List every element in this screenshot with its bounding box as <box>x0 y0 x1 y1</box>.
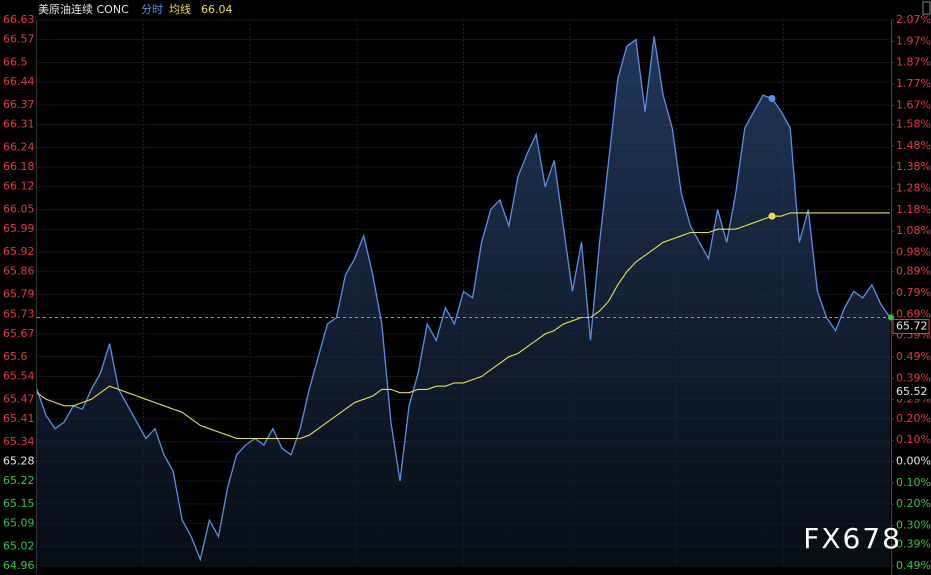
y-tick-label: 66.63 <box>3 13 35 26</box>
price-area <box>37 36 890 567</box>
y-tick-label: 65.67 <box>3 327 35 340</box>
annotation: 65.52 <box>896 385 928 398</box>
price-line <box>36 36 891 562</box>
y-tick-label: 66.37 <box>3 98 35 111</box>
window-icon <box>922 1 931 15</box>
current-price-tag: 65.72 <box>896 320 928 333</box>
y-tick-label: 65.22 <box>3 474 35 487</box>
y2-tick-label: 0.39% <box>896 371 931 384</box>
y-tick-label: 66.44 <box>3 75 35 88</box>
y-tick-label: 65.86 <box>3 265 35 278</box>
y2-tick-label: 0.20% <box>896 497 931 510</box>
y2-tick-label: 1.28% <box>896 181 931 194</box>
y2-tick-label: 0.89% <box>896 265 931 278</box>
y2-tick-label: 0.49% <box>896 559 931 572</box>
mode-label: 分时 <box>141 3 163 16</box>
y2-tick-label: 1.97% <box>896 34 931 47</box>
y-tick-label: 64.96 <box>3 559 35 572</box>
y2-tick-label: 0.10% <box>896 476 931 489</box>
average-marker <box>768 212 776 220</box>
y-tick-label: 65.02 <box>3 539 35 552</box>
y-tick-label: 65.54 <box>3 369 35 382</box>
y-tick-label: 65.41 <box>3 412 35 425</box>
y2-tick-label: 1.77% <box>896 77 931 90</box>
annotation-box <box>893 385 929 399</box>
y2-tick-label: 0.00% <box>896 454 931 467</box>
y2-tick-label: 0.39% <box>896 538 931 551</box>
y-tick-label: 65.73 <box>3 307 35 320</box>
y2-tick-label: 0.69% <box>896 307 931 320</box>
y-tick-label: 65.09 <box>3 516 35 529</box>
y2-tick-label: 0.49% <box>896 350 931 363</box>
y-tick-label: 65.92 <box>3 245 35 258</box>
watermark: FX678 <box>803 522 902 555</box>
y2-tick-label: 2.07% <box>896 13 931 26</box>
y-tick-label: 66.31 <box>3 118 35 131</box>
y-tick-label: 65.99 <box>3 222 35 235</box>
y-tick-label: 65.79 <box>3 288 35 301</box>
price-marker <box>768 94 776 102</box>
y-tick-label: 66.24 <box>3 141 35 154</box>
average-line <box>36 212 890 440</box>
y-tick-label: 65.6 <box>3 350 28 363</box>
y2-tick-label: 1.48% <box>896 139 931 152</box>
y2-tick-label: 1.87% <box>896 56 931 69</box>
y-tick-label: 65.15 <box>3 497 35 510</box>
y-tick-label: 65.34 <box>3 435 35 448</box>
y2-tick-label: 0.30% <box>896 518 931 531</box>
y2-tick-label: 1.58% <box>896 118 931 131</box>
y-tick-label: 66.5 <box>3 56 28 69</box>
y-tick-label: 66.57 <box>3 33 35 46</box>
chart-title: 美原油连续 CONC <box>38 2 129 16</box>
y-tick-label: 66.18 <box>3 160 35 173</box>
y2-tick-label: 1.67% <box>896 98 931 111</box>
y2-tick-label: 0.98% <box>896 245 931 258</box>
current-price-box <box>892 319 930 335</box>
y-tick-label: 65.28 <box>3 454 35 467</box>
y2-tick-label: 1.18% <box>896 203 931 216</box>
y2-tick-label: 0.79% <box>896 286 931 299</box>
y2-tick-label: 1.08% <box>896 224 931 237</box>
y2-tick-label: 1.38% <box>896 160 931 173</box>
y-tick-label: 65.47 <box>3 392 35 405</box>
avg-label: 均线 <box>169 2 191 16</box>
y2-tick-label: 0.10% <box>896 433 931 446</box>
y-tick-label: 66.12 <box>3 180 35 193</box>
avg-value: 66.04 <box>201 3 233 16</box>
y2-tick-label: 0.20% <box>896 412 931 425</box>
y-tick-label: 66.05 <box>3 203 35 216</box>
